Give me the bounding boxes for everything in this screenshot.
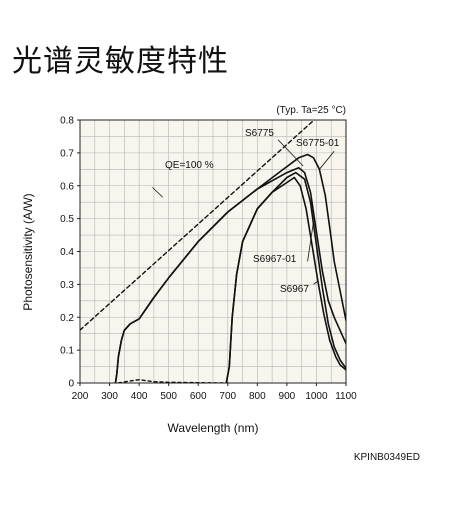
y-tick-label: 0.7 bbox=[60, 148, 74, 159]
annotation-label: S6775-01 bbox=[296, 138, 340, 149]
annotation-leader-line bbox=[152, 187, 164, 198]
y-tick-label: 0.6 bbox=[60, 181, 74, 192]
y-tick-label: 0.2 bbox=[60, 313, 74, 324]
x-tick-label: 1100 bbox=[335, 391, 357, 402]
x-tick-label: 600 bbox=[190, 391, 207, 402]
annotation-leader-line bbox=[307, 221, 314, 262]
x-tick-label: 900 bbox=[279, 391, 296, 402]
chart-grid bbox=[79, 119, 347, 384]
series-baseline-line bbox=[117, 379, 229, 383]
y-tick-label: 0.4 bbox=[60, 247, 74, 258]
y-tick-label: 0.3 bbox=[60, 280, 74, 291]
x-tick-label: 800 bbox=[249, 391, 266, 402]
x-tick-label: 700 bbox=[219, 391, 236, 402]
annotation-label: S6967 bbox=[280, 284, 309, 295]
annotation-label: QE=100 % bbox=[165, 160, 214, 171]
chart-series bbox=[80, 120, 346, 383]
x-tick-label: 200 bbox=[72, 391, 89, 402]
y-tick-label: 0.8 bbox=[60, 116, 74, 127]
x-axis-label: Wavelength (nm) bbox=[168, 421, 259, 435]
x-tick-label: 400 bbox=[131, 391, 148, 402]
chart-axes bbox=[77, 119, 347, 386]
series-s6967-line bbox=[225, 176, 346, 383]
annotation-label: S6775 bbox=[245, 128, 274, 139]
x-tick-label: 500 bbox=[160, 391, 177, 402]
y-axis-label: Photosensitivity (A/W) bbox=[21, 193, 35, 310]
chart-labels: 200 300 400 500 600 700 800 900 1000 1100 0 0.1 0.2 0… bbox=[60, 116, 357, 403]
series-qe-100-line bbox=[80, 120, 316, 331]
x-tick-label: 1000 bbox=[305, 391, 328, 402]
document-code: KPINB0349ED bbox=[354, 452, 420, 463]
series-s6775-01-line bbox=[114, 153, 346, 383]
annotation-label: S6967-01 bbox=[253, 254, 297, 265]
annotation-leader-line bbox=[319, 150, 335, 170]
y-tick-label: 0 bbox=[68, 379, 74, 390]
y-tick-label: 0.5 bbox=[60, 214, 74, 225]
x-tick-label: 300 bbox=[101, 391, 118, 402]
chart-note: (Typ. Ta=25 °C) bbox=[276, 105, 346, 116]
annotation-leader-line bbox=[313, 280, 319, 285]
annotation-leader-line bbox=[277, 139, 304, 167]
page-title: 光谱灵敏度特性 bbox=[12, 44, 229, 79]
y-tick-label: 0.1 bbox=[60, 346, 74, 357]
